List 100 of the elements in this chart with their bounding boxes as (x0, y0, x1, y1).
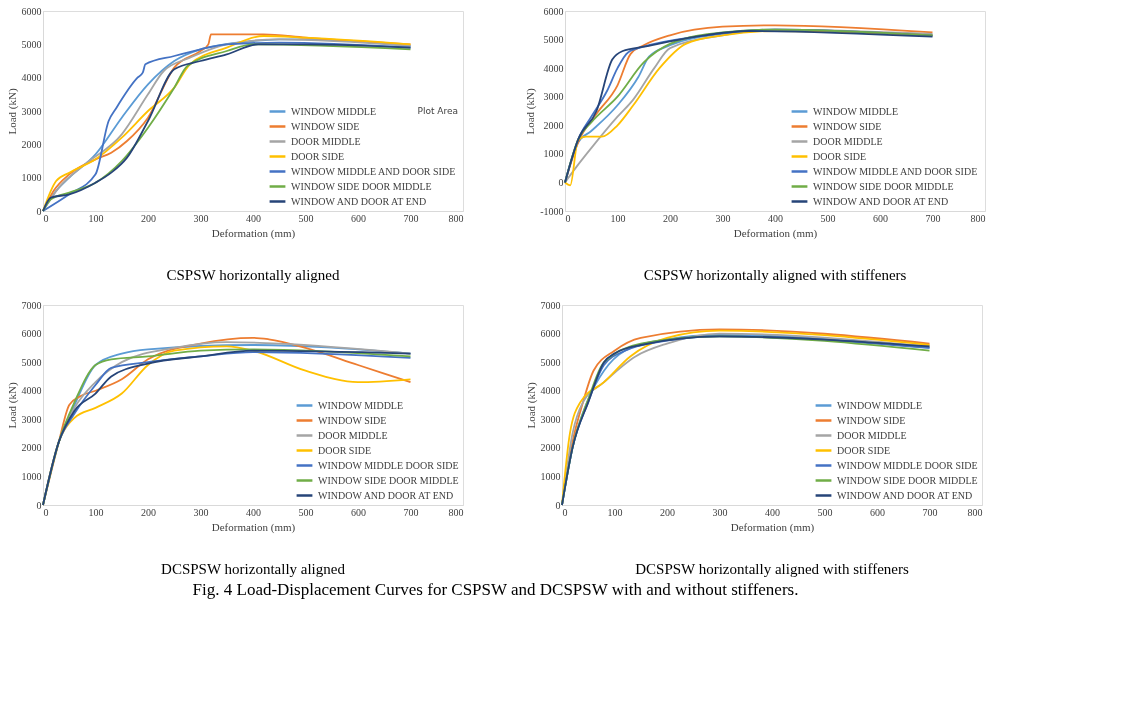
legend-label: WINDOW MIDDLE (318, 399, 404, 411)
y-tick-label: 7000 (21, 299, 42, 311)
x-tick-label: 600 (351, 212, 366, 224)
text: DCSPSW horizontally aligned (161, 561, 346, 577)
y-tick-label: 6000 (21, 5, 42, 17)
y-tick-label: 0 (558, 176, 564, 188)
legend-label: WINDOW SIDE DOOR MIDDLE (837, 474, 978, 486)
x-tick-label: 500 (817, 506, 833, 518)
x-tick-label: 100 (607, 506, 623, 518)
x-tick-label: 600 (351, 506, 366, 518)
y-tick-label: 1000 (543, 148, 564, 160)
legend-label: WINDOW SIDE DOOR MIDDLE (813, 180, 954, 192)
x-tick-label: 800 (448, 506, 464, 518)
y-axis-title: Load (kN) (524, 382, 538, 429)
x-axis-title: Deformation (mm) (211, 520, 296, 534)
legend-label: WINDOW SIDE (837, 414, 906, 426)
x-tick-label: 400 (246, 506, 261, 518)
x-tick-label: 400 (246, 212, 261, 224)
legend-label: DOOR MIDDLE (291, 135, 361, 147)
y-tick-label: 4000 (21, 72, 42, 84)
y-tick-label: 5000 (540, 356, 561, 368)
x-tick-label: 800 (448, 212, 464, 224)
y-axis-title: Load (kN) (524, 88, 538, 135)
y-tick-label: 3000 (540, 413, 561, 425)
x-tick-label: 700 (403, 212, 419, 224)
x-axis-title: Deformation (mm) (211, 226, 296, 240)
x-tick-label: 300 (715, 212, 731, 224)
legend-label: WINDOW SIDE (291, 120, 360, 132)
legend-label: WINDOW SIDE (813, 120, 882, 132)
y-tick-label: 6000 (540, 328, 561, 340)
y-axis-title: Load (kN) (5, 88, 19, 135)
y-tick-label: 4000 (540, 385, 561, 397)
y-tick-label: 1000 (21, 470, 42, 482)
y-tick-label: 2000 (543, 119, 564, 131)
x-tick-label: 300 (712, 506, 728, 518)
y-tick-label: 4000 (21, 385, 42, 397)
y-tick-label: 4000 (543, 62, 564, 74)
y-axis-title: Load (kN) (5, 382, 19, 429)
legend-label: WINDOW MIDDLE DOOR SIDE (837, 459, 978, 471)
caption: Fig. 4 Load-Displacement Curves for CSPSW and DCSPSW with and without stiffeners. (192, 579, 799, 599)
y-tick-label: 2000 (21, 442, 42, 454)
y-tick-label: -1000 (540, 205, 564, 217)
x-tick-label: 500 (298, 506, 314, 518)
x-axis-title: Deformation (mm) (730, 520, 815, 534)
x-tick-label: 600 (873, 212, 888, 224)
x-tick-label: 700 (922, 506, 938, 518)
y-tick-label: 1000 (540, 470, 561, 482)
legend-label: DOOR SIDE (813, 150, 867, 162)
x-tick-label: 800 (970, 212, 986, 224)
legend-label: DOOR MIDDLE (318, 429, 388, 441)
x-tick-label: 700 (925, 212, 941, 224)
x-tick-label: 600 (870, 506, 885, 518)
x-tick-label: 200 (660, 506, 675, 518)
y-tick-label: 7000 (540, 299, 561, 311)
legend-label: WINDOW SIDE DOOR MIDDLE (291, 180, 432, 192)
x-tick-label: 200 (141, 506, 156, 518)
x-tick-label: 300 (193, 212, 209, 224)
y-tick-label: 1000 (21, 172, 42, 184)
x-tick-label: 500 (820, 212, 836, 224)
y-tick-label: 2000 (21, 138, 42, 150)
legend-label: DOOR SIDE (291, 150, 345, 162)
x-tick-label: 800 (967, 506, 983, 518)
y-tick-label: 2000 (540, 442, 561, 454)
x-tick-label: 500 (298, 212, 314, 224)
legend-label: DOOR SIDE (837, 444, 891, 456)
x-tick-label: 100 (88, 212, 104, 224)
legend-label: WINDOW AND DOOR AT END (837, 489, 973, 501)
x-axis-title: Deformation (mm) (733, 226, 818, 240)
legend-label: WINDOW MIDDLE (837, 399, 923, 411)
legend-label: WINDOW MIDDLE (813, 105, 899, 117)
x-tick-label: 200 (141, 212, 156, 224)
y-tick-label: 5000 (21, 356, 42, 368)
x-tick-label: 300 (193, 506, 209, 518)
y-tick-label: 6000 (543, 5, 564, 17)
x-tick-label: 100 (88, 506, 104, 518)
y-tick-label: 3000 (21, 105, 42, 117)
legend-label: WINDOW MIDDLE AND DOOR SIDE (291, 165, 456, 177)
text: DCSPSW horizontally aligned with stiffeners (635, 561, 909, 577)
x-tick-label: 100 (610, 212, 626, 224)
legend-label: WINDOW AND DOOR AT END (291, 195, 427, 207)
legend-label: WINDOW SIDE (318, 414, 387, 426)
legend-label: WINDOW SIDE DOOR MIDDLE (318, 474, 459, 486)
annotation: Plot Area (417, 106, 458, 116)
text: CSPSW horizontally aligned (166, 267, 341, 283)
legend-label: WINDOW MIDDLE (291, 105, 377, 117)
y-tick-label: 5000 (543, 34, 564, 46)
y-tick-label: 5000 (21, 38, 42, 50)
legend-label: WINDOW AND DOOR AT END (318, 489, 454, 501)
y-tick-label: 6000 (21, 328, 42, 340)
y-tick-label: 3000 (543, 91, 564, 103)
legend-label: DOOR MIDDLE (837, 429, 907, 441)
x-tick-label: 400 (768, 212, 783, 224)
y-tick-label: 3000 (21, 413, 42, 425)
x-tick-label: 200 (663, 212, 678, 224)
x-tick-label: 400 (765, 506, 780, 518)
text: CSPSW horizontally aligned with stiffeners (643, 267, 907, 283)
legend-label: WINDOW MIDDLE DOOR SIDE (318, 459, 459, 471)
legend-label: DOOR SIDE (318, 444, 372, 456)
legend-label: WINDOW AND DOOR AT END (813, 195, 949, 207)
legend-label: DOOR MIDDLE (813, 135, 883, 147)
